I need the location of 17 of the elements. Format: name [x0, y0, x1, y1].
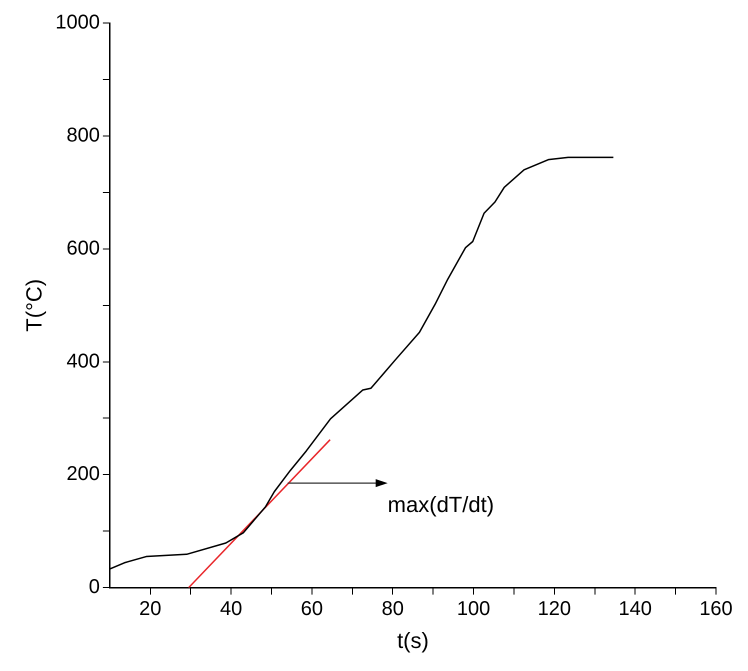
y-tick-label: 800 [66, 124, 100, 146]
x-tick-label: 140 [618, 598, 652, 620]
annotation: max(dT/dt) [388, 492, 494, 518]
y-tick-label: 400 [66, 350, 100, 372]
y-tick-label: 0 [88, 576, 100, 598]
x-tick-label: 100 [456, 598, 490, 620]
x-tick-label: 80 [382, 598, 404, 620]
x-tick-label: 40 [220, 598, 242, 620]
y-tick-label: 1000 [55, 12, 100, 34]
y-axis-title: T(°C) [21, 278, 46, 332]
y-tick-label: 600 [66, 237, 100, 260]
x-axis-title: t(s) [397, 628, 429, 653]
x-tick-label: 120 [538, 598, 572, 620]
x-tick-label: 160 [699, 598, 733, 620]
y-tick-label: 200 [66, 463, 100, 486]
x-tick-label: 60 [300, 598, 324, 620]
x-tick-label: 20 [139, 598, 162, 620]
